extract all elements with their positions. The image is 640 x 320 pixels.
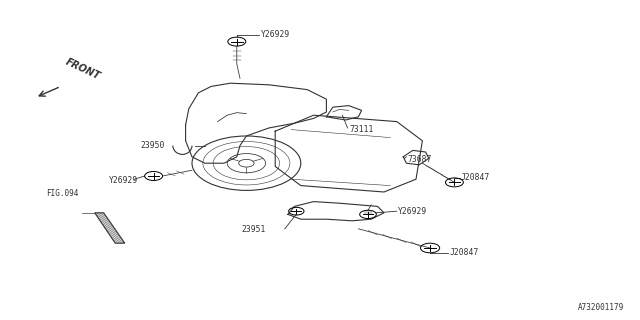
Text: Y26929: Y26929 [398, 207, 428, 216]
Text: FRONT: FRONT [64, 57, 102, 82]
Text: Y26929: Y26929 [109, 176, 138, 185]
Text: J20847: J20847 [450, 248, 479, 257]
Text: 73687: 73687 [407, 155, 431, 164]
Text: Y26929: Y26929 [261, 30, 291, 39]
Text: 23950: 23950 [141, 141, 165, 150]
Text: 73111: 73111 [349, 125, 374, 134]
Text: J20847: J20847 [461, 173, 490, 182]
Text: 23951: 23951 [242, 225, 266, 234]
Text: A732001179: A732001179 [578, 303, 624, 312]
Text: FIG.094: FIG.094 [46, 189, 79, 198]
